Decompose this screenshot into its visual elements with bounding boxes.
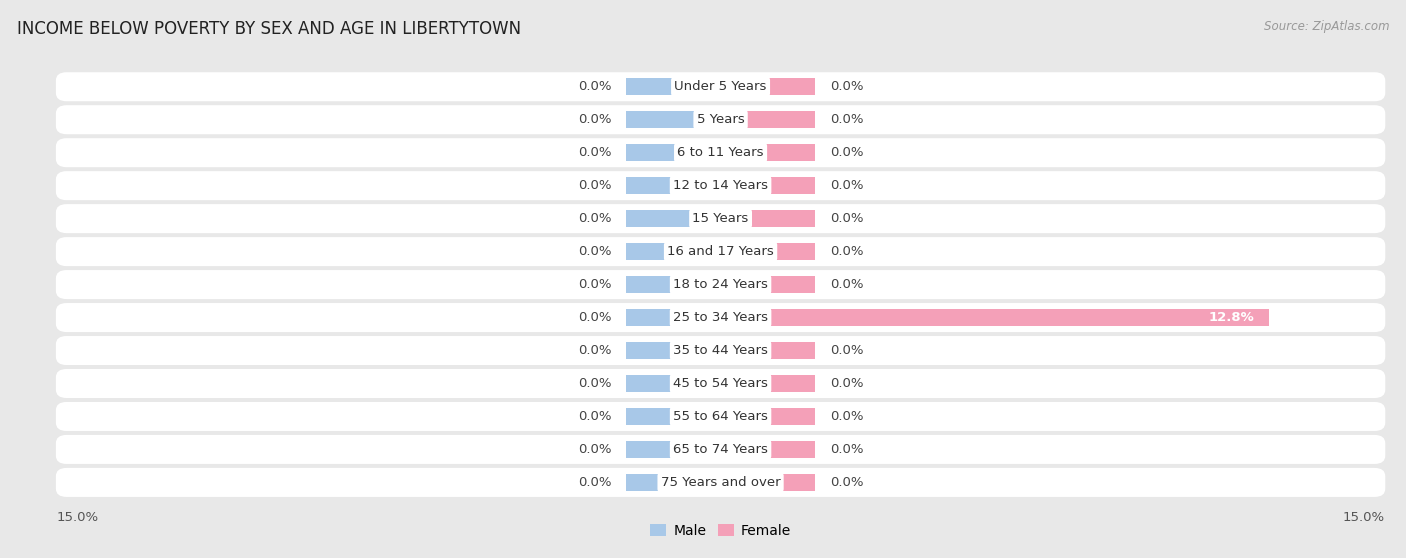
Bar	[626, 408, 721, 425]
Text: 0.0%: 0.0%	[830, 410, 863, 423]
Text: INCOME BELOW POVERTY BY SEX AND AGE IN LIBERTYTOWN: INCOME BELOW POVERTY BY SEX AND AGE IN L…	[17, 20, 522, 37]
Text: 0.0%: 0.0%	[830, 179, 863, 192]
Text: 5 Years: 5 Years	[697, 113, 744, 126]
Bar	[626, 375, 721, 392]
Bar	[721, 441, 815, 458]
Text: 15 Years: 15 Years	[692, 212, 749, 225]
Bar	[721, 144, 815, 161]
Text: Source: ZipAtlas.com: Source: ZipAtlas.com	[1264, 20, 1389, 32]
Bar	[721, 276, 815, 293]
Bar	[626, 111, 721, 128]
Text: Under 5 Years: Under 5 Years	[675, 80, 766, 93]
Text: 0.0%: 0.0%	[578, 212, 612, 225]
Bar	[721, 474, 815, 491]
Text: 0.0%: 0.0%	[578, 377, 612, 390]
Bar	[626, 309, 721, 326]
Bar	[721, 342, 815, 359]
FancyBboxPatch shape	[56, 72, 1385, 101]
Bar	[626, 78, 721, 95]
Text: 55 to 64 Years: 55 to 64 Years	[673, 410, 768, 423]
Bar	[626, 210, 721, 227]
FancyBboxPatch shape	[56, 204, 1385, 233]
Text: 0.0%: 0.0%	[578, 80, 612, 93]
FancyBboxPatch shape	[56, 468, 1385, 497]
Text: 0.0%: 0.0%	[830, 344, 863, 357]
Text: 12 to 14 Years: 12 to 14 Years	[673, 179, 768, 192]
Bar	[721, 111, 815, 128]
Text: 0.0%: 0.0%	[578, 179, 612, 192]
FancyBboxPatch shape	[56, 369, 1385, 398]
Text: 6 to 11 Years: 6 to 11 Years	[678, 146, 763, 159]
FancyBboxPatch shape	[56, 303, 1385, 332]
Bar	[626, 342, 721, 359]
FancyBboxPatch shape	[56, 336, 1385, 365]
Bar	[721, 78, 815, 95]
Bar	[626, 243, 721, 260]
FancyBboxPatch shape	[56, 105, 1385, 134]
Text: 25 to 34 Years: 25 to 34 Years	[673, 311, 768, 324]
Bar	[626, 177, 721, 194]
Bar	[721, 243, 815, 260]
Bar	[626, 276, 721, 293]
FancyBboxPatch shape	[56, 270, 1385, 299]
Text: 0.0%: 0.0%	[830, 80, 863, 93]
Text: 0.0%: 0.0%	[830, 245, 863, 258]
FancyBboxPatch shape	[56, 138, 1385, 167]
FancyBboxPatch shape	[56, 171, 1385, 200]
Bar	[626, 474, 721, 491]
Text: 12.8%: 12.8%	[1209, 311, 1254, 324]
Text: 0.0%: 0.0%	[578, 410, 612, 423]
FancyBboxPatch shape	[56, 237, 1385, 266]
Text: 0.0%: 0.0%	[830, 377, 863, 390]
Text: 45 to 54 Years: 45 to 54 Years	[673, 377, 768, 390]
Text: 0.0%: 0.0%	[830, 113, 863, 126]
Text: 18 to 24 Years: 18 to 24 Years	[673, 278, 768, 291]
FancyBboxPatch shape	[56, 402, 1385, 431]
Bar	[721, 408, 815, 425]
Text: 0.0%: 0.0%	[578, 443, 612, 456]
Text: 0.0%: 0.0%	[578, 245, 612, 258]
Bar	[721, 210, 815, 227]
Bar	[626, 441, 721, 458]
Text: 0.0%: 0.0%	[830, 146, 863, 159]
Text: 0.0%: 0.0%	[578, 344, 612, 357]
Bar	[721, 177, 815, 194]
Bar	[721, 309, 1270, 326]
Text: 35 to 44 Years: 35 to 44 Years	[673, 344, 768, 357]
Text: 0.0%: 0.0%	[578, 278, 612, 291]
Text: 0.0%: 0.0%	[830, 278, 863, 291]
Text: 75 Years and over: 75 Years and over	[661, 476, 780, 489]
Text: 0.0%: 0.0%	[578, 146, 612, 159]
Text: 0.0%: 0.0%	[830, 212, 863, 225]
Text: 0.0%: 0.0%	[578, 476, 612, 489]
Text: 0.0%: 0.0%	[830, 443, 863, 456]
Text: 65 to 74 Years: 65 to 74 Years	[673, 443, 768, 456]
FancyBboxPatch shape	[56, 435, 1385, 464]
Text: 0.0%: 0.0%	[830, 476, 863, 489]
Legend: Male, Female: Male, Female	[644, 518, 797, 543]
Text: 0.0%: 0.0%	[578, 311, 612, 324]
Bar	[626, 144, 721, 161]
Text: 0.0%: 0.0%	[578, 113, 612, 126]
Text: 16 and 17 Years: 16 and 17 Years	[668, 245, 773, 258]
Bar	[721, 375, 815, 392]
